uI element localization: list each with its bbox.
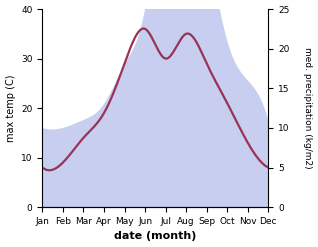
Y-axis label: max temp (C): max temp (C): [5, 74, 16, 142]
Y-axis label: med. precipitation (kg/m2): med. precipitation (kg/m2): [303, 47, 313, 169]
X-axis label: date (month): date (month): [114, 231, 197, 242]
